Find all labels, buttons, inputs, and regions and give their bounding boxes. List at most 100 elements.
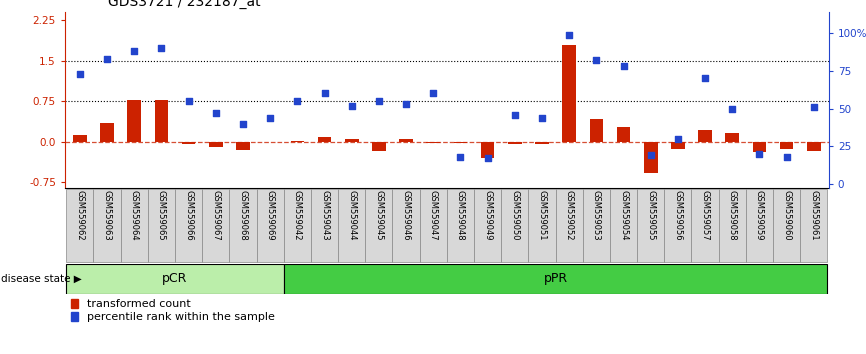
Bar	[155, 100, 168, 142]
Bar	[100, 123, 113, 142]
Bar	[637, 189, 664, 262]
Text: GDS3721 / 232187_at: GDS3721 / 232187_at	[108, 0, 261, 9]
Text: GSM559062: GSM559062	[75, 190, 84, 240]
Bar	[229, 189, 256, 262]
Bar	[284, 264, 827, 294]
Point	[127, 48, 141, 54]
Bar	[501, 189, 528, 262]
Bar	[753, 142, 766, 152]
Point	[426, 91, 440, 96]
Bar	[583, 189, 610, 262]
Text: GSM559048: GSM559048	[456, 190, 465, 240]
Text: disease state ▶: disease state ▶	[1, 274, 81, 284]
Text: GSM559053: GSM559053	[591, 190, 601, 240]
Bar	[447, 189, 474, 262]
Bar	[291, 141, 304, 142]
Text: GSM559060: GSM559060	[782, 190, 792, 240]
Text: GSM559042: GSM559042	[293, 190, 302, 240]
Point	[209, 110, 223, 116]
Point	[698, 75, 712, 81]
Text: GSM559067: GSM559067	[211, 190, 220, 241]
Bar	[481, 142, 494, 158]
Point	[562, 32, 576, 38]
Point	[507, 112, 521, 118]
Bar	[644, 142, 657, 173]
Text: GSM559049: GSM559049	[483, 190, 492, 240]
Text: GSM559065: GSM559065	[157, 190, 166, 240]
Bar	[508, 142, 521, 144]
Text: GSM559044: GSM559044	[347, 190, 356, 240]
Text: GSM559063: GSM559063	[102, 190, 112, 241]
Text: GSM559056: GSM559056	[674, 190, 682, 240]
Text: GSM559058: GSM559058	[727, 190, 737, 240]
Bar	[474, 189, 501, 262]
Bar	[372, 142, 385, 152]
Text: GSM559046: GSM559046	[402, 190, 410, 240]
Point	[182, 98, 196, 104]
Bar	[528, 189, 556, 262]
Bar	[454, 142, 468, 143]
Bar	[67, 189, 94, 262]
Bar	[671, 142, 685, 149]
Text: GSM559054: GSM559054	[619, 190, 628, 240]
Point	[779, 154, 793, 160]
Bar	[399, 139, 413, 142]
Text: pCR: pCR	[162, 272, 188, 285]
Bar	[719, 189, 746, 262]
Point	[617, 63, 630, 69]
Text: GSM559057: GSM559057	[701, 190, 709, 240]
Point	[263, 115, 277, 120]
Point	[372, 98, 386, 104]
Bar	[182, 142, 196, 144]
Text: GSM559059: GSM559059	[755, 190, 764, 240]
Bar	[746, 189, 773, 262]
Text: GSM559066: GSM559066	[184, 190, 193, 241]
Bar	[148, 189, 175, 262]
Point	[73, 71, 87, 77]
Bar	[556, 189, 583, 262]
Text: GSM559043: GSM559043	[320, 190, 329, 240]
Bar	[338, 189, 365, 262]
Point	[399, 101, 413, 107]
Legend: transformed count, percentile rank within the sample: transformed count, percentile rank withi…	[70, 299, 275, 322]
Bar	[535, 142, 549, 144]
Bar	[780, 142, 793, 149]
Bar	[562, 45, 576, 142]
Bar	[318, 137, 332, 142]
Point	[590, 57, 604, 63]
Point	[643, 153, 657, 158]
Bar	[73, 135, 87, 142]
Text: GSM559051: GSM559051	[538, 190, 546, 240]
Point	[726, 106, 740, 112]
Text: GSM559061: GSM559061	[810, 190, 818, 240]
Point	[454, 154, 468, 160]
Bar	[617, 127, 630, 142]
Bar	[311, 189, 338, 262]
Bar	[256, 189, 284, 262]
Point	[807, 104, 821, 110]
Bar	[392, 189, 420, 262]
Point	[481, 155, 494, 161]
Bar	[610, 189, 637, 262]
Point	[318, 91, 332, 96]
Point	[100, 56, 114, 62]
Bar	[426, 142, 440, 143]
Point	[753, 151, 766, 156]
Bar	[773, 189, 800, 262]
Text: GSM559055: GSM559055	[646, 190, 656, 240]
Point	[345, 103, 359, 108]
Bar	[420, 189, 447, 262]
Bar	[590, 119, 603, 142]
Bar	[120, 189, 148, 262]
Point	[671, 136, 685, 142]
Text: GSM559052: GSM559052	[565, 190, 573, 240]
Bar	[691, 189, 719, 262]
Bar	[345, 139, 359, 142]
Bar	[203, 189, 229, 262]
Point	[290, 98, 304, 104]
Point	[236, 121, 250, 126]
Bar	[175, 189, 203, 262]
Bar	[67, 264, 284, 294]
Bar	[800, 189, 827, 262]
Bar	[127, 100, 141, 142]
